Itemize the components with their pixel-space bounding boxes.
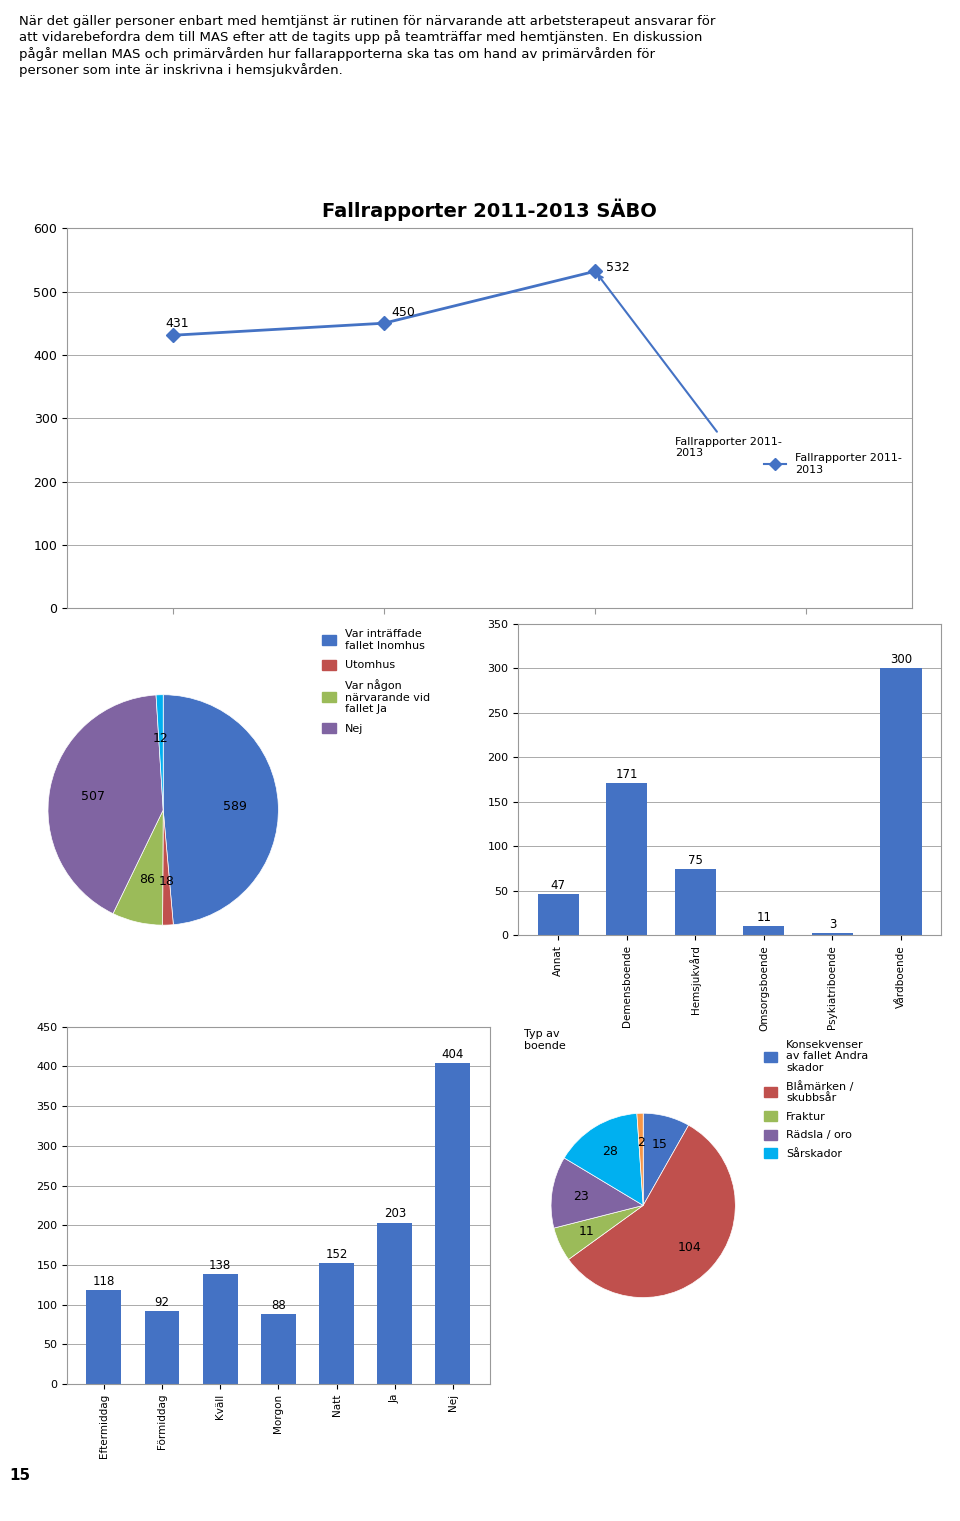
Text: 300: 300 — [890, 654, 912, 666]
Text: 589: 589 — [223, 800, 247, 814]
Text: 507: 507 — [82, 789, 106, 803]
Bar — [86, 1290, 121, 1384]
Text: 404: 404 — [442, 1048, 464, 1060]
Wedge shape — [554, 1205, 643, 1259]
Text: 11: 11 — [579, 1226, 594, 1238]
Wedge shape — [643, 1113, 688, 1205]
Wedge shape — [568, 1126, 735, 1297]
Text: 15: 15 — [10, 1468, 31, 1483]
Text: 12: 12 — [153, 732, 169, 745]
Text: 11: 11 — [756, 911, 772, 923]
Legend: Var inträffade
fallet Inomhus, Utomhus, Var någon
närvarande vid
fallet Ja, Nej: Var inträffade fallet Inomhus, Utomhus, … — [323, 630, 430, 735]
Legend: Fallrapporter 2011-
2013: Fallrapporter 2011- 2013 — [759, 449, 906, 479]
Text: 28: 28 — [603, 1145, 618, 1159]
Wedge shape — [551, 1157, 643, 1227]
Wedge shape — [113, 809, 163, 925]
Wedge shape — [163, 695, 278, 925]
Text: 75: 75 — [688, 853, 703, 867]
Bar — [377, 1223, 412, 1384]
Text: 92: 92 — [155, 1296, 170, 1308]
Bar — [203, 1275, 238, 1384]
Wedge shape — [156, 695, 163, 809]
Title: Fallrapporter 2011-2013 SÄBO: Fallrapporter 2011-2013 SÄBO — [323, 199, 657, 221]
Bar — [261, 1314, 296, 1384]
Text: 2: 2 — [637, 1136, 645, 1150]
Bar — [743, 926, 784, 935]
Text: 431: 431 — [166, 316, 189, 330]
Text: 3: 3 — [828, 919, 836, 931]
Text: 532: 532 — [607, 262, 630, 274]
Text: Typ av
boende: Typ av boende — [524, 1028, 565, 1051]
Bar — [538, 893, 579, 935]
Text: 203: 203 — [384, 1208, 406, 1220]
Bar — [812, 932, 853, 935]
Text: 171: 171 — [615, 768, 638, 782]
Bar — [880, 668, 922, 935]
Text: 47: 47 — [551, 879, 565, 891]
Bar — [606, 783, 647, 935]
Text: 18: 18 — [158, 875, 174, 888]
Text: 88: 88 — [271, 1299, 286, 1311]
Wedge shape — [162, 809, 174, 925]
Wedge shape — [636, 1113, 643, 1205]
Text: Fallrapporter 2011-
2013: Fallrapporter 2011- 2013 — [598, 275, 782, 458]
Text: När det gäller personer enbart med hemtjänst är rutinen för närvarande att arbet: När det gäller personer enbart med hemtj… — [19, 15, 715, 76]
Text: 118: 118 — [93, 1275, 115, 1288]
Wedge shape — [564, 1113, 643, 1205]
Bar — [319, 1264, 354, 1384]
Text: 450: 450 — [391, 306, 415, 319]
Text: 104: 104 — [678, 1241, 702, 1253]
Bar — [436, 1063, 470, 1384]
Text: 152: 152 — [325, 1249, 348, 1261]
Bar — [675, 868, 716, 935]
Wedge shape — [48, 695, 163, 914]
Text: 86: 86 — [139, 873, 155, 887]
Legend: Konsekvenser
av fallet Andra
skador, Blåmärken /
skubbsår, Fraktur, Rädsla / oro: Konsekvenser av fallet Andra skador, Blå… — [764, 1040, 869, 1159]
Text: 23: 23 — [573, 1189, 589, 1203]
Bar — [145, 1311, 180, 1384]
Text: 15: 15 — [651, 1138, 667, 1151]
Text: 138: 138 — [209, 1259, 231, 1272]
